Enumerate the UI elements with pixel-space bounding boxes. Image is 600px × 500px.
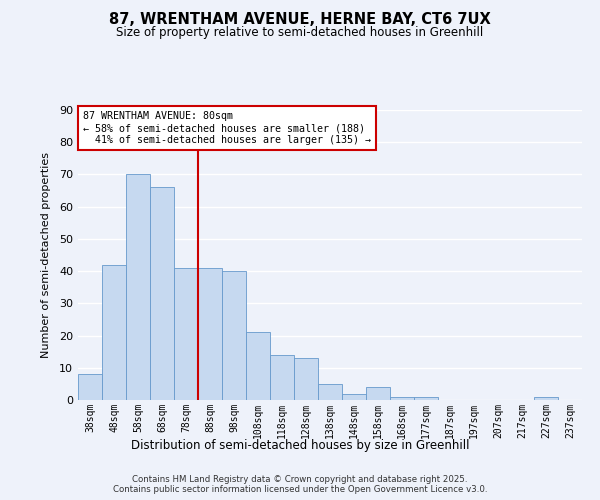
Bar (534, 397, 558, 400)
Y-axis label: Number of semi-detached properties: Number of semi-detached properties (41, 152, 50, 358)
Bar (390, 397, 414, 400)
Text: 87, WRENTHAM AVENUE, HERNE BAY, CT6 7UX: 87, WRENTHAM AVENUE, HERNE BAY, CT6 7UX (109, 12, 491, 28)
Text: Contains HM Land Registry data © Crown copyright and database right 2025.
Contai: Contains HM Land Registry data © Crown c… (113, 474, 487, 494)
Bar (102, 264, 126, 400)
Bar (150, 188, 174, 400)
Bar (318, 384, 342, 400)
Bar (198, 268, 222, 400)
Text: Size of property relative to semi-detached houses in Greenhill: Size of property relative to semi-detach… (116, 26, 484, 39)
Bar (222, 271, 246, 400)
Bar (366, 387, 390, 400)
Bar (174, 268, 198, 400)
Bar (126, 174, 150, 400)
Bar (78, 374, 102, 400)
Bar (246, 332, 270, 400)
Bar (342, 394, 366, 400)
Text: Distribution of semi-detached houses by size in Greenhill: Distribution of semi-detached houses by … (131, 440, 469, 452)
Bar (414, 397, 438, 400)
Bar (270, 355, 294, 400)
Bar (294, 358, 318, 400)
Text: 87 WRENTHAM AVENUE: 80sqm
← 58% of semi-detached houses are smaller (188)
  41% : 87 WRENTHAM AVENUE: 80sqm ← 58% of semi-… (83, 112, 371, 144)
